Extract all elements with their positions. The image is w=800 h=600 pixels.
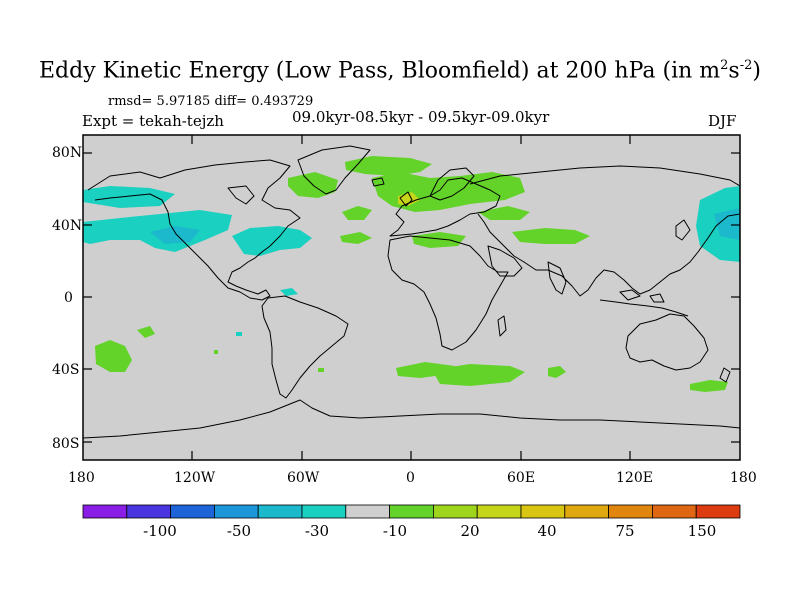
lon-tick-60e: 60E bbox=[507, 470, 536, 486]
colorbar-swatch bbox=[82, 504, 128, 519]
coastline-north-america bbox=[87, 159, 301, 301]
lat-tick-40s: 40S bbox=[52, 362, 80, 378]
lat-tick-80s: 80S bbox=[52, 436, 80, 452]
green-region-south-pacific-west bbox=[95, 340, 132, 372]
cyan-region-north-pacific-west bbox=[83, 186, 175, 208]
season-text: DJF bbox=[708, 112, 737, 130]
green-anomaly-regions bbox=[95, 156, 728, 392]
title-mid: s bbox=[728, 58, 740, 84]
blue-core-north-pacific bbox=[150, 226, 200, 244]
lon-tick-180w: 180 bbox=[68, 470, 95, 486]
blue-anomaly-cores bbox=[150, 208, 740, 244]
blue-core-western-pacific bbox=[714, 208, 740, 240]
coastline-hudson-bay bbox=[227, 185, 255, 205]
coastline-iceland bbox=[371, 177, 385, 187]
coastline-british-isles bbox=[399, 191, 413, 207]
cyan-region-tropical-atlantic bbox=[280, 288, 298, 296]
colorbar-swatch bbox=[695, 504, 741, 519]
coastline-japan bbox=[675, 219, 691, 241]
colorbar-swatch bbox=[257, 504, 303, 519]
colorbar-label: -100 bbox=[143, 522, 177, 540]
green-region-atlantic-center bbox=[342, 206, 372, 220]
colorbar-swatch bbox=[170, 504, 215, 519]
colorbar-swatch bbox=[564, 504, 609, 519]
coastlines bbox=[83, 145, 740, 439]
map-title: Eddy Kinetic Energy (Low Pass, Bloomfiel… bbox=[0, 58, 800, 83]
title-end: ) bbox=[752, 58, 761, 84]
lat-tick-0: 0 bbox=[64, 290, 73, 306]
coastline-asia bbox=[469, 165, 740, 297]
green-region-middle-east bbox=[478, 206, 530, 220]
title-sup2: -2 bbox=[739, 58, 753, 73]
coastline-arabia bbox=[487, 245, 523, 277]
cyan-region-north-america bbox=[232, 226, 312, 256]
green-region-south-australia bbox=[690, 380, 728, 392]
colorbar-label: 75 bbox=[615, 522, 635, 540]
coastline-madagascar bbox=[497, 315, 507, 337]
green-region-mid-atlantic bbox=[340, 232, 372, 244]
lon-tick-0: 0 bbox=[406, 470, 415, 486]
cyan-region-south-atlantic bbox=[236, 332, 242, 336]
lon-tick-60w: 60W bbox=[287, 470, 320, 486]
colorbar-label: 40 bbox=[537, 522, 557, 540]
colorbar-swatch bbox=[608, 504, 653, 519]
title-main: Eddy Kinetic Energy (Low Pass, Bloomfiel… bbox=[39, 58, 721, 84]
coastline-scandinavia bbox=[429, 167, 475, 201]
title-sup1: 2 bbox=[720, 58, 729, 73]
coastline-new-zealand bbox=[719, 367, 731, 383]
lon-tick-marks bbox=[191, 135, 631, 460]
colorbar-label: 20 bbox=[460, 522, 480, 540]
coastline-indonesia bbox=[599, 289, 689, 317]
period-text: 09.0kyr-08.5kyr - 09.5kyr-09.0kyr bbox=[292, 108, 550, 126]
lat-tick-40n: 40N bbox=[52, 218, 83, 234]
coastline-south-america bbox=[261, 295, 349, 399]
coastline-europe bbox=[389, 177, 501, 237]
green-region-south-pacific-tiny bbox=[318, 368, 324, 372]
colorbar-swatch bbox=[126, 504, 172, 519]
lon-tick-180e: 180 bbox=[730, 470, 757, 486]
colorbar-label: 150 bbox=[687, 522, 717, 540]
coastline-india bbox=[547, 261, 567, 295]
expt-text: Expt = tekah-tejzh bbox=[82, 112, 224, 130]
lat-tick-marks bbox=[83, 152, 740, 443]
coastline-africa bbox=[387, 235, 509, 351]
green-region-indian-tiny bbox=[214, 350, 218, 354]
lat-tick-80n: 80N bbox=[52, 145, 83, 161]
stats-text: rmsd= 5.97185 diff= 0.493729 bbox=[108, 94, 314, 109]
coastline-greenland bbox=[297, 145, 371, 195]
colorbar bbox=[82, 504, 741, 519]
colorbar-label: -50 bbox=[226, 522, 252, 540]
green-region-north-indian bbox=[512, 228, 590, 244]
coastline-australia bbox=[625, 313, 709, 371]
colorbar-label: -10 bbox=[382, 522, 408, 540]
colorbar-swatch bbox=[345, 504, 390, 519]
lon-tick-120e: 120E bbox=[616, 470, 653, 486]
green-region-south-pacific-small bbox=[137, 326, 155, 338]
colorbar-swatch bbox=[476, 504, 522, 519]
lon-tick-120w: 120W bbox=[174, 470, 216, 486]
green-region-indian-ocean bbox=[548, 366, 566, 378]
colorbar-label: -30 bbox=[304, 522, 330, 540]
green-region-sahara bbox=[412, 232, 466, 248]
green-region-south-atlantic-b bbox=[432, 364, 525, 386]
colorbar-swatch bbox=[652, 504, 697, 519]
colorbar-swatch bbox=[432, 504, 478, 519]
green-region-greenland-north bbox=[345, 156, 432, 176]
coastline-antarctica bbox=[83, 399, 740, 439]
colorbar-swatch bbox=[213, 504, 259, 519]
colorbar-swatch bbox=[301, 504, 347, 519]
colorbar-swatch bbox=[520, 504, 566, 519]
colorbar-swatch bbox=[389, 504, 434, 519]
